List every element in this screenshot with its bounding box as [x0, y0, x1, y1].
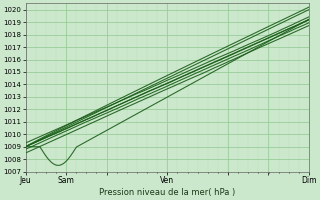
X-axis label: Pression niveau de la mer( hPa ): Pression niveau de la mer( hPa ): [99, 188, 235, 197]
